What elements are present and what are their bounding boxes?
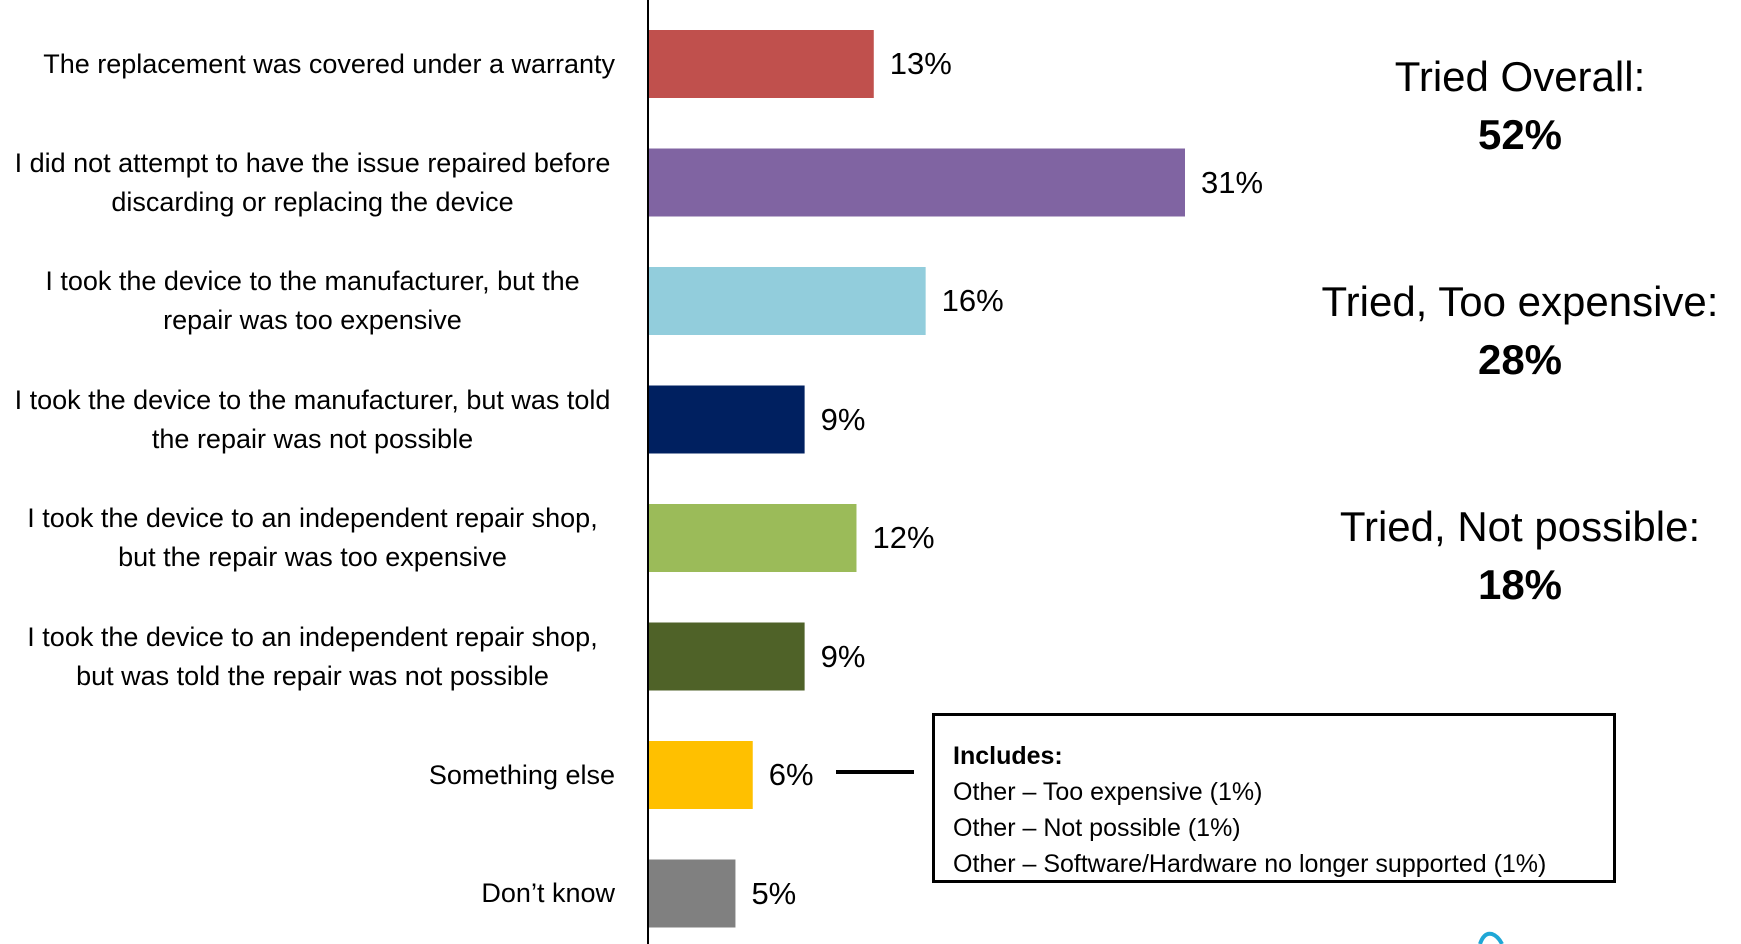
bar bbox=[649, 622, 805, 691]
includes-callout-box: Includes: Other – Too expensive (1%) Oth… bbox=[932, 713, 1616, 883]
callout-line: Other – Not possible (1%) bbox=[953, 814, 1241, 842]
bar bbox=[649, 504, 857, 572]
bar bbox=[649, 148, 1185, 217]
bar bbox=[649, 30, 874, 98]
summary-tried-overall: Tried Overall: 52% bbox=[1300, 48, 1740, 164]
summary-value: 28% bbox=[1477, 336, 1563, 383]
data-label: 16% bbox=[941, 283, 1004, 318]
callout-line: Other – Too expensive (1%) bbox=[953, 778, 1263, 806]
summary-value: 52% bbox=[1477, 111, 1563, 158]
callout-title: Includes: bbox=[953, 742, 1063, 770]
logo-fragment-icon bbox=[1478, 931, 1504, 944]
bar bbox=[649, 385, 805, 454]
category-label: I did not attempt to have the issue repa… bbox=[14, 147, 611, 217]
category-label: I took the device to the manufacturer, b… bbox=[45, 266, 580, 335]
category-label: I took the device to the manufacturer, b… bbox=[14, 384, 611, 454]
summary-value: 18% bbox=[1477, 561, 1563, 608]
category-label: Something else bbox=[428, 759, 615, 790]
data-label: 12% bbox=[872, 520, 935, 555]
summary-label: Tried, Not possible: bbox=[1339, 503, 1701, 550]
data-label: 13% bbox=[889, 46, 952, 81]
bar bbox=[649, 859, 736, 928]
data-label: 9% bbox=[820, 401, 866, 437]
callout-line: Other – Software/Hardware no longer supp… bbox=[953, 850, 1547, 878]
summary-tried-not-possible: Tried, Not possible: 18% bbox=[1300, 498, 1740, 614]
data-label: 9% bbox=[820, 638, 866, 674]
category-label: Don’t know bbox=[481, 878, 615, 908]
summary-tried-too-expensive: Tried, Too expensive: 28% bbox=[1300, 273, 1740, 389]
category-label: I took the device to an independent repa… bbox=[27, 503, 598, 572]
bar bbox=[649, 267, 926, 335]
category-label: I took the device to an independent repa… bbox=[27, 621, 598, 691]
category-label: The replacement was covered under a warr… bbox=[43, 48, 615, 79]
summary-label: Tried Overall: bbox=[1394, 53, 1646, 100]
data-label: 6% bbox=[768, 757, 814, 792]
data-label: 31% bbox=[1201, 164, 1264, 200]
callout-connector bbox=[836, 770, 914, 774]
summary-label: Tried, Too expensive: bbox=[1321, 278, 1719, 325]
bar bbox=[649, 741, 753, 809]
data-label: 5% bbox=[751, 875, 797, 911]
